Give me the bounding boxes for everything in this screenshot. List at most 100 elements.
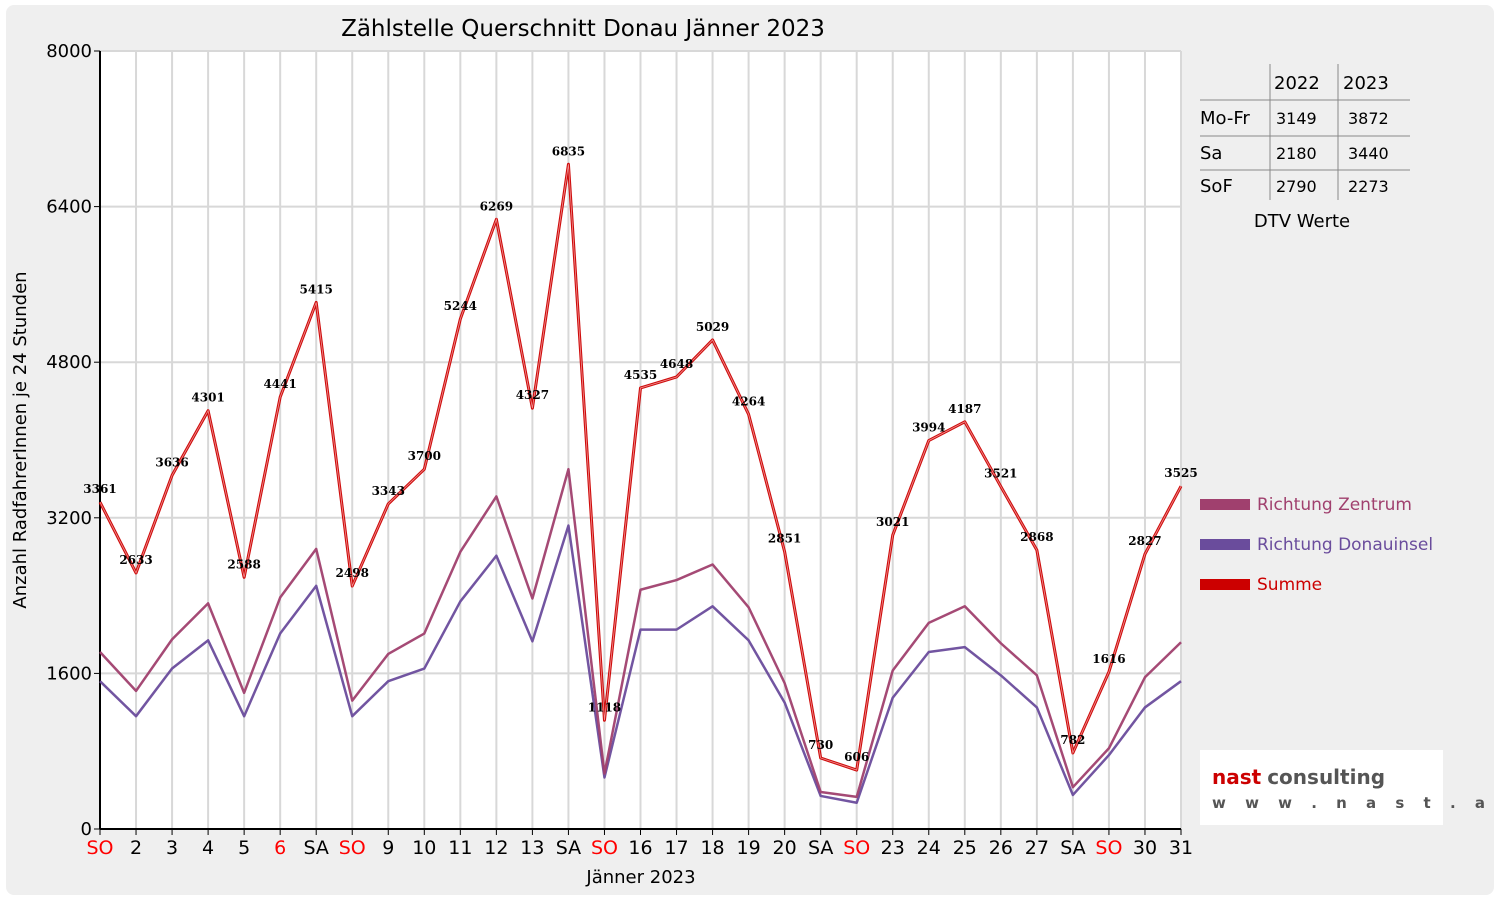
data-label: 2588 — [227, 557, 260, 571]
x-tick-label: 6 — [274, 837, 286, 859]
legend-label-summe: Summe — [1257, 575, 1322, 595]
table-cell: 2180 — [1276, 144, 1317, 163]
x-tick-label: 17 — [664, 837, 688, 859]
data-label: 3700 — [408, 449, 441, 463]
data-label: 1118 — [588, 700, 621, 714]
y-axis-label: Anzahl RadfahrerInnen je 24 Stunden — [10, 271, 31, 608]
data-label: 3361 — [83, 482, 116, 496]
logo-background — [1200, 750, 1443, 825]
data-label: 730 — [808, 738, 833, 752]
x-tick-label: 25 — [953, 837, 977, 859]
table-cell: 2790 — [1276, 177, 1317, 196]
data-label: 4441 — [263, 377, 296, 391]
x-tick-label: 10 — [412, 837, 436, 859]
x-tick-label: 4 — [202, 837, 214, 859]
data-label: 5415 — [299, 282, 332, 296]
data-label: 4301 — [191, 391, 224, 405]
data-label: 3521 — [984, 467, 1017, 481]
table-cell: 3149 — [1276, 109, 1317, 128]
x-tick-label: 27 — [1025, 837, 1049, 859]
data-label: 4535 — [624, 368, 657, 382]
x-tick-label: SO — [843, 837, 870, 859]
data-label: 4264 — [732, 394, 765, 408]
x-tick-label: 12 — [484, 837, 508, 859]
data-label: 782 — [1060, 733, 1085, 747]
series-line-summe-highlight — [99, 164, 1182, 771]
x-tick-label: 16 — [628, 837, 652, 859]
chart-title: Zählstelle Querschnitt Donau Jänner 2023 — [341, 16, 825, 42]
x-tick-label: 3 — [166, 837, 178, 859]
legend: Richtung Zentrum Richtung Donauinsel Sum… — [1200, 495, 1433, 595]
y-tick-label: 4800 — [46, 352, 92, 373]
data-label: 2868 — [1020, 530, 1053, 544]
x-tick-label: 11 — [448, 837, 472, 859]
x-tick-label: 20 — [773, 837, 797, 859]
data-label: 3021 — [876, 515, 909, 529]
table-col-2023: 2023 — [1343, 73, 1389, 94]
x-tick-label: 13 — [520, 837, 544, 859]
data-label: 2827 — [1128, 534, 1161, 548]
x-tick-label: 18 — [700, 837, 724, 859]
x-tick-label: SO — [591, 837, 618, 859]
y-tick-label: 0 — [81, 819, 92, 840]
nast-consulting-logo: nast consulting w w w . n a s t . a t — [1200, 750, 1500, 825]
data-label: 4327 — [516, 388, 549, 402]
table-cell: 3872 — [1348, 109, 1389, 128]
x-tick-label: 9 — [382, 837, 394, 859]
y-ticks: 0 1600 3200 4800 6400 8000 — [46, 41, 100, 840]
data-label: 606 — [844, 750, 869, 764]
x-tick-label: 30 — [1133, 837, 1157, 859]
logo-name: nast consulting — [1212, 765, 1385, 789]
table-cell: 3440 — [1348, 144, 1389, 163]
legend-label-donauinsel: Richtung Donauinsel — [1257, 535, 1433, 555]
data-label: 2851 — [768, 532, 801, 546]
table-caption: DTV Werte — [1254, 211, 1350, 232]
series-line-richtung-zentrum — [99, 467, 1182, 799]
x-tick-label: 31 — [1169, 837, 1193, 859]
x-ticks: SO 2 3 4 5 6 SA SO 9 10 11 12 13 SA SO 16 17 18 19 20 SA SO 23… — [86, 829, 1193, 859]
data-label: 4648 — [660, 357, 693, 371]
data-label: 2498 — [336, 566, 369, 580]
x-tick-label: 24 — [917, 837, 941, 859]
data-label: 2633 — [119, 553, 152, 567]
data-label: 6269 — [480, 199, 513, 213]
legend-swatch-zentrum — [1200, 499, 1250, 510]
legend-swatch-summe — [1200, 579, 1250, 590]
logo-url: w w w . n a s t . a t — [1212, 794, 1500, 812]
dtv-table: 2022 2023 Mo-Fr 3149 3872 Sa 2180 3440 S… — [1200, 64, 1410, 232]
x-tick-label: SA — [303, 837, 328, 859]
table-row-label-sa: Sa — [1200, 143, 1222, 164]
x-tick-label: 19 — [737, 837, 761, 859]
table-cell: 2273 — [1348, 177, 1389, 196]
y-tick-label: 6400 — [46, 197, 92, 218]
data-label: 4187 — [948, 402, 981, 416]
x-tick-label: SO — [86, 837, 113, 859]
x-axis-label: Jänner 2023 — [585, 867, 695, 888]
x-tick-label: SA — [808, 837, 833, 859]
data-label: 5244 — [444, 299, 477, 313]
x-tick-label: 5 — [238, 837, 250, 859]
data-labels: 3361 2633 3636 4301 2588 4441 5415 2498 3343 3700… — [83, 144, 1197, 764]
x-tick-label: 26 — [989, 837, 1013, 859]
data-label: 3525 — [1164, 466, 1197, 480]
table-row-label-sof: SoF — [1200, 176, 1233, 197]
data-label: 3343 — [372, 484, 405, 498]
x-tick-label: SA — [556, 837, 581, 859]
data-label: 3636 — [155, 455, 188, 469]
x-tick-label: SO — [339, 837, 366, 859]
series-lines — [98, 162, 1183, 804]
data-label: 3994 — [912, 421, 945, 435]
series-line-richtung-donauinsel — [99, 524, 1182, 804]
x-tick-label: SA — [1060, 837, 1085, 859]
legend-label-zentrum: Richtung Zentrum — [1257, 495, 1412, 515]
table-col-2022: 2022 — [1274, 73, 1320, 94]
y-tick-label: 8000 — [46, 41, 92, 62]
y-tick-label: 1600 — [46, 663, 92, 684]
x-tick-label: 23 — [881, 837, 905, 859]
legend-swatch-donauinsel — [1200, 539, 1250, 550]
x-tick-label: SO — [1095, 837, 1122, 859]
data-label: 6835 — [552, 144, 585, 158]
grid — [100, 50, 1182, 829]
data-label: 5029 — [696, 320, 729, 334]
